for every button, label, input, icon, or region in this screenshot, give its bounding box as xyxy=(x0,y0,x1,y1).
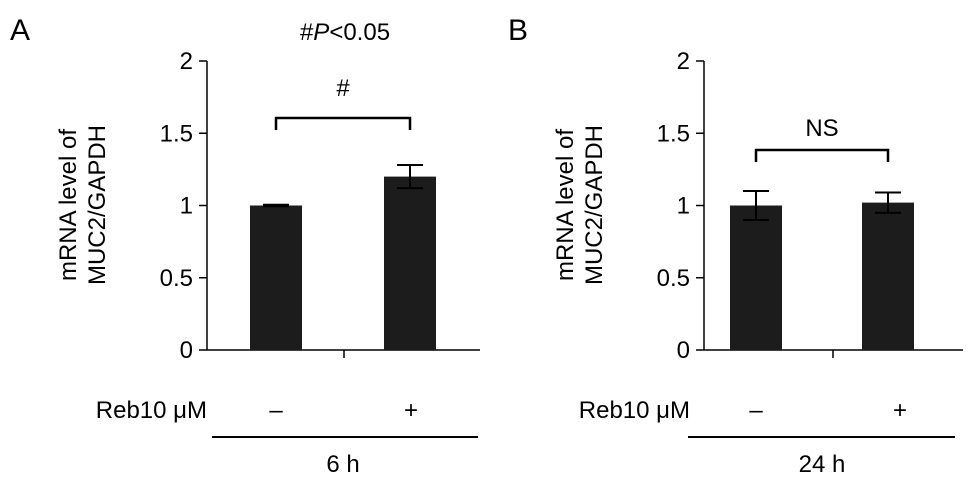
y-axis-label-line1: mRNA level of xyxy=(55,129,82,281)
bars xyxy=(250,176,436,350)
bars xyxy=(730,202,914,350)
y-axis-label-line2: MUC2/GAPDH xyxy=(581,125,608,285)
footnote-text: #P<0.05 xyxy=(300,19,390,46)
y-tick-label: 1.5 xyxy=(657,120,690,147)
panel-a: A mRNA level of MUC2/GAPDH 0 0.5 1 1.5 2 # R… xyxy=(10,14,480,478)
y-tick-label: 1 xyxy=(180,193,193,220)
footnote-stat: P xyxy=(313,19,329,46)
significance-bracket xyxy=(754,148,890,162)
y-ticks: 0 0.5 1 1.5 2 xyxy=(657,48,704,364)
y-tick-label: 0 xyxy=(180,337,193,364)
error-bars xyxy=(743,190,901,221)
y-axis-label-line1: mRNA level of xyxy=(552,129,579,281)
bar-control xyxy=(730,205,782,350)
y-tick-label: 1.5 xyxy=(160,120,193,147)
significance-bracket xyxy=(274,116,412,130)
row-label: Reb10 μM xyxy=(579,397,690,424)
y-tick-label: 2 xyxy=(180,48,193,75)
y-tick-label: 0.5 xyxy=(657,265,690,292)
y-axis-label: mRNA level of MUC2/GAPDH xyxy=(552,125,608,285)
group-label: 6 h xyxy=(326,451,359,478)
y-tick-label: 0.5 xyxy=(160,265,193,292)
category-label-minus: – xyxy=(269,397,283,424)
bar-reb10 xyxy=(384,176,436,350)
bar-control xyxy=(250,205,302,350)
panel-label: A xyxy=(10,14,30,47)
y-tick-label: 1 xyxy=(677,193,690,220)
row-label: Reb10 μM xyxy=(96,397,207,424)
panel-label: B xyxy=(508,14,528,47)
category-label-minus: – xyxy=(749,397,763,424)
y-tick-label: 2 xyxy=(677,48,690,75)
y-tick-label: 0 xyxy=(677,337,690,364)
bar-reb10 xyxy=(862,202,914,350)
category-label-plus: + xyxy=(404,397,418,424)
y-ticks: 0 0.5 1 1.5 2 xyxy=(160,48,207,364)
significance-bracket-line xyxy=(754,148,890,162)
significance-label: NS xyxy=(805,115,838,142)
footnote-symbol: # xyxy=(300,19,314,46)
group-label: 24 h xyxy=(799,451,846,478)
y-axis-label-line2: MUC2/GAPDH xyxy=(84,125,111,285)
error-bars xyxy=(263,164,423,208)
y-axis-label: mRNA level of MUC2/GAPDH xyxy=(55,125,111,285)
panel-b: B mRNA level of MUC2/GAPDH 00.511.52 NS … xyxy=(508,14,963,478)
footnote-rest: <0.05 xyxy=(329,19,390,46)
significance-bracket-line xyxy=(274,116,412,130)
significance-label: # xyxy=(336,75,350,102)
category-label-plus: + xyxy=(893,397,907,424)
